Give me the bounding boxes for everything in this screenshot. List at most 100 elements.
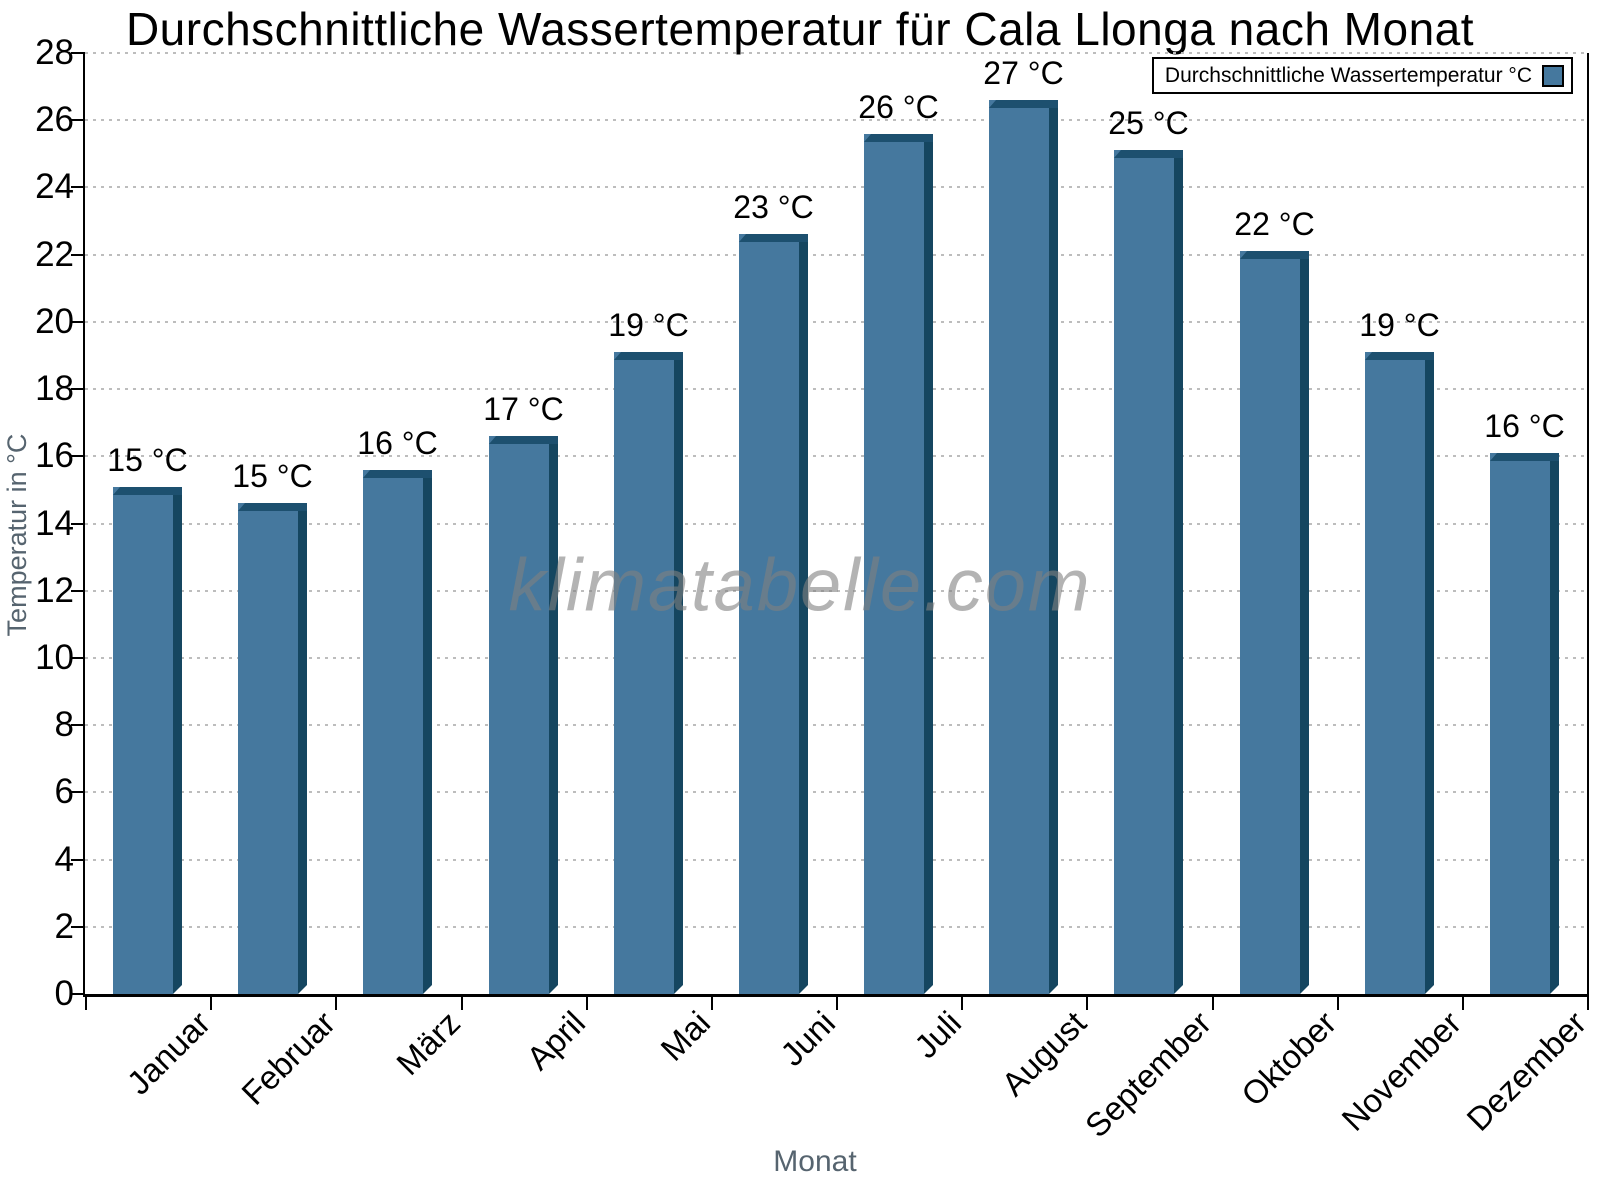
bar-side-shade: [549, 436, 558, 994]
y-axis-title: Temperatur in °C: [2, 433, 32, 637]
x-axis-tick: [1212, 997, 1214, 1010]
bar-side-shade: [1425, 352, 1434, 994]
x-axis-tick: [1587, 997, 1589, 1010]
bar-face: [113, 487, 173, 994]
legend-box: Durchschnittliche Wassertemperatur °C: [1152, 57, 1573, 94]
bar-face: [489, 436, 549, 994]
bar-value-label: 25 °C: [1108, 105, 1189, 141]
y-axis-tick-label: 28: [35, 33, 74, 72]
bar-side-shade: [924, 134, 933, 994]
plot-area: 15 °C 15 °C 16 °C 17 °C 19 °C 23 °C 26 °C 27 °C…: [71, 52, 1589, 1010]
bar: [864, 134, 933, 994]
bar-face: [864, 134, 924, 994]
bar-face: [1365, 352, 1425, 994]
y-axis-tick: [71, 724, 85, 727]
bar-face: [1490, 453, 1550, 994]
y-axis-tick: [71, 858, 85, 861]
legend-swatch-icon: [1542, 64, 1564, 87]
y-axis-tick-label: 12: [35, 570, 74, 610]
gridline: [85, 388, 1587, 391]
bar-top-shade: [1114, 150, 1183, 158]
bar: [989, 100, 1058, 994]
bar: [238, 503, 307, 994]
y-axis-tick-label: 4: [54, 839, 74, 879]
bar-value-label: 22 °C: [1234, 206, 1315, 242]
bar-value-label: 16 °C: [357, 425, 438, 461]
gridline: [85, 52, 1587, 55]
gridline: [85, 656, 1587, 659]
y-axis-tick-label: 14: [35, 503, 74, 543]
bar: [1365, 352, 1434, 994]
y-axis-tick: [71, 925, 85, 928]
bar-top-shade: [1240, 251, 1309, 259]
bar-value-label: 26 °C: [858, 89, 939, 125]
x-axis-tick: [1086, 997, 1088, 1010]
bar: [1240, 251, 1309, 994]
bar-value-label: 19 °C: [1359, 307, 1440, 343]
x-axis-tick: [711, 997, 713, 1010]
gridline: [85, 724, 1587, 727]
bar: [739, 234, 808, 994]
bar: [489, 436, 558, 994]
bar-face: [739, 234, 799, 994]
gridline: [85, 858, 1587, 861]
bar-face: [1114, 150, 1174, 994]
y-axis-tick-label: 6: [54, 772, 74, 812]
bar-value-label: 27 °C: [983, 55, 1064, 91]
bar-face: [989, 100, 1049, 994]
y-axis-tick: [71, 455, 85, 458]
y-axis-tick-label: 10: [35, 637, 74, 677]
bar-side-shade: [173, 487, 182, 994]
x-axis-tick: [461, 997, 463, 1010]
bar-top-shade: [864, 134, 933, 142]
bar: [1114, 150, 1183, 994]
y-axis-tick: [71, 656, 85, 659]
y-axis-tick: [71, 52, 85, 55]
gridline: [85, 320, 1587, 323]
y-axis-tick: [71, 119, 85, 122]
x-axis-tick: [210, 997, 212, 1010]
x-axis-tick: [586, 997, 588, 1010]
bar-side-shade: [1550, 453, 1559, 994]
bar-side-shade: [799, 234, 808, 994]
gridline: [85, 522, 1587, 525]
y-axis-tick: [71, 388, 85, 391]
bar: [1490, 453, 1559, 994]
bar-value-label: 16 °C: [1484, 408, 1565, 444]
y-axis-tick-label: 8: [54, 705, 74, 745]
gridline: [85, 455, 1587, 458]
watermark: klimatabelle.com: [508, 543, 1092, 627]
bar-side-shade: [423, 470, 432, 994]
bar-face: [1240, 251, 1300, 994]
y-axis-tick: [71, 993, 85, 995]
bar-side-shade: [1300, 251, 1309, 994]
bar-top-shade: [1490, 453, 1559, 461]
y-axis-tick: [71, 253, 85, 256]
y-axis-tick-label: 24: [35, 167, 74, 207]
y-axis-tick-label: 18: [35, 369, 74, 409]
y-axis-tick: [71, 589, 85, 592]
x-axis-tick: [961, 997, 963, 1010]
gridline: [85, 186, 1587, 189]
legend-label: Durchschnittliche Wassertemperatur °C: [1164, 63, 1532, 87]
x-axis-tick: [335, 997, 337, 1010]
y-axis-tick: [71, 791, 85, 794]
bar-top-shade: [989, 100, 1058, 108]
x-axis-tick: [836, 997, 838, 1010]
bar-top-shade: [614, 352, 683, 360]
bar-face: [238, 503, 298, 994]
y-axis-tick-label: 26: [35, 100, 74, 140]
bar: [363, 470, 432, 994]
bar-value-label: 15 °C: [232, 458, 313, 494]
y-axis-tick: [71, 320, 85, 323]
gridline: [85, 925, 1587, 928]
bar-top-shade: [1365, 352, 1434, 360]
x-axis-tick: [1337, 997, 1339, 1010]
bar-top-shade: [489, 436, 558, 444]
x-axis-tick: [1462, 997, 1464, 1010]
y-axis-tick-label: 16: [35, 436, 74, 476]
bar-face: [614, 352, 674, 994]
y-axis-tick-label: 20: [35, 301, 74, 341]
y-axis-tick-label: 2: [54, 906, 74, 946]
bar-side-shade: [674, 352, 683, 994]
